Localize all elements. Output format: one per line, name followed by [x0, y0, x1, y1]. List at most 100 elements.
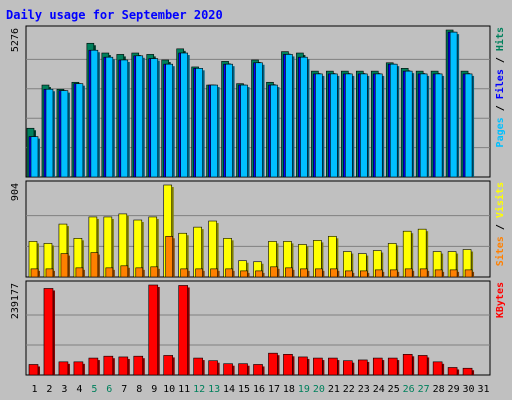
bar-sites [285, 267, 295, 278]
x-tick-label: 16 [253, 384, 265, 395]
bar-kbytes [402, 354, 415, 376]
bar-sites [359, 270, 370, 278]
bar-sites [60, 253, 70, 278]
bar-pages [285, 54, 295, 178]
bar-kbytes [118, 356, 130, 376]
bar-sites [315, 268, 325, 278]
bar-pages [419, 73, 430, 178]
bar-pages [404, 70, 415, 178]
bar-kbytes [223, 363, 235, 376]
x-tick-label: 17 [268, 384, 280, 395]
legend-sites: Sites [494, 236, 506, 266]
bar-sites [270, 266, 280, 278]
bar-sites [30, 268, 40, 278]
bar-pages [180, 52, 190, 178]
x-tick-label: 2 [46, 384, 52, 395]
x-tick-label: 5 [91, 384, 97, 395]
bar-pages [45, 88, 55, 178]
legend-files: Files [494, 69, 506, 99]
y-max-label: 239177 [10, 283, 21, 319]
bar-pages [255, 62, 265, 178]
x-tick-label: 11 [178, 384, 190, 395]
x-tick-label: 12 [193, 384, 205, 395]
bar-pages [120, 59, 130, 178]
bar-kbytes [28, 364, 40, 376]
bar-pages [90, 49, 100, 178]
bar-sites [150, 266, 160, 278]
x-tick-label: 25 [388, 384, 400, 395]
bar-kbytes [238, 363, 250, 376]
x-tick-label: 21 [328, 384, 340, 395]
bar-kbytes [73, 361, 85, 376]
bar-pages [195, 68, 205, 178]
bar-sites [45, 268, 55, 278]
x-tick-label: 19 [298, 384, 310, 395]
panel-hits-files-pages: 5276 Pages / Files / Hits [10, 25, 506, 178]
bar-pages [210, 84, 220, 178]
bar-sites [75, 267, 85, 278]
bar-kbytes [58, 361, 70, 376]
bar-sites [240, 270, 250, 278]
bar-pages [225, 63, 235, 178]
bar-sites [449, 269, 460, 278]
bar-pages [315, 73, 325, 178]
x-tick-label: 26 [403, 384, 415, 395]
x-tick-label: 18 [283, 384, 295, 395]
x-tick-label: 8 [136, 384, 142, 395]
bar-kbytes [432, 361, 445, 376]
bar-pages [135, 55, 145, 178]
x-tick-label: 13 [208, 384, 220, 395]
bar-sites [404, 268, 415, 278]
legend-pages: Pages [495, 117, 506, 147]
x-tick-label: 15 [238, 384, 250, 395]
bar-kbytes [253, 364, 265, 376]
bar-kbytes [178, 285, 190, 376]
bar-sites [225, 268, 235, 278]
bar-sites [255, 270, 265, 278]
x-tick-label: 24 [373, 384, 385, 395]
bar-kbytes [208, 360, 220, 376]
bar-kbytes [357, 359, 370, 376]
bar-kbytes [133, 355, 145, 376]
bar-sites [389, 269, 400, 278]
chart-title: Daily usage for September 2020 [6, 8, 223, 22]
bar-sites [105, 267, 115, 278]
bar-pages [240, 84, 250, 178]
panel-visits-sites: 904 Sites / Visits [10, 180, 506, 278]
bar-kbytes [372, 357, 385, 376]
legend-hits: Hits [494, 27, 506, 51]
bar-kbytes [343, 360, 355, 376]
bar-pages [270, 84, 280, 178]
bar-pages [105, 56, 115, 178]
x-tick-label: 10 [163, 384, 175, 395]
legend: KBytes [495, 282, 506, 318]
x-tick-label: 23 [358, 384, 370, 395]
legend: Sites / Visits [494, 182, 506, 266]
bar-kbytes [313, 357, 325, 376]
bar-kbytes [103, 355, 115, 376]
bar-sites [345, 270, 355, 278]
y-max-label: 5276 [10, 28, 21, 52]
bar-pages [30, 136, 40, 178]
bar-pages [165, 63, 175, 178]
bar-sites [434, 269, 445, 278]
bar-pages [389, 63, 400, 178]
bar-kbytes [387, 357, 400, 376]
bar-kbytes [268, 352, 280, 376]
x-tick-label: 1 [31, 384, 37, 395]
x-tick-label: 22 [343, 384, 355, 395]
x-tick-label: 31 [477, 384, 489, 395]
bar-pages [60, 90, 70, 178]
x-tick-label: 7 [121, 384, 127, 395]
x-tick-label: 4 [76, 384, 82, 395]
bar-sites [195, 268, 205, 278]
bar-kbytes [148, 284, 160, 376]
bar-sites [330, 268, 340, 278]
bar-sites [374, 269, 385, 278]
legend-kbytes: KBytes [495, 282, 506, 318]
bar-pages [374, 73, 385, 178]
bar-pages [345, 73, 355, 178]
legend: Pages / Files / Hits [494, 27, 506, 147]
